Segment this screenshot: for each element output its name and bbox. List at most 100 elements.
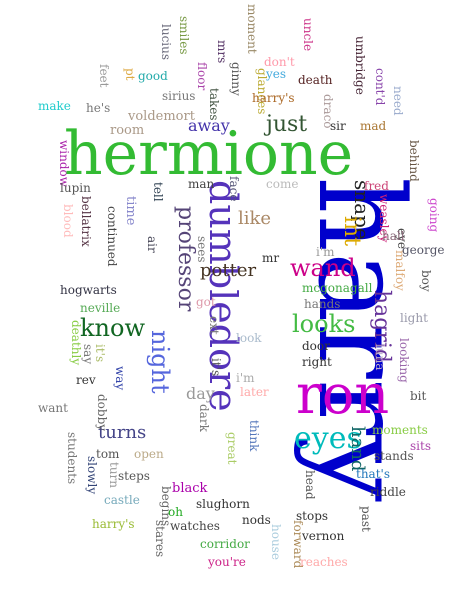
word-tell: tell bbox=[151, 182, 165, 202]
word-potter: potter bbox=[200, 260, 257, 281]
word-black: black bbox=[172, 481, 208, 496]
word-sir: sir bbox=[330, 119, 346, 133]
word-look: look bbox=[236, 331, 262, 345]
word-air: air bbox=[145, 236, 159, 253]
word-right: right bbox=[302, 355, 332, 369]
word-slughorn: slughorn bbox=[196, 497, 250, 511]
word-bellatrix: bellatrix bbox=[79, 196, 93, 247]
word-int: int bbox=[339, 216, 364, 247]
word-day: day bbox=[186, 384, 215, 403]
word-students: students bbox=[65, 432, 79, 485]
word-mr: mr bbox=[262, 251, 280, 265]
word-takes: takes bbox=[207, 88, 221, 121]
word-mad: mad bbox=[360, 119, 387, 133]
word-stands: stands bbox=[374, 449, 414, 463]
word-hes: he's bbox=[86, 101, 111, 115]
word-looking: looking bbox=[397, 338, 411, 383]
word-continued: continued bbox=[105, 206, 119, 267]
word-just: just bbox=[266, 112, 308, 137]
word-nods: nods bbox=[242, 513, 271, 527]
word-im-2: i'm bbox=[236, 371, 255, 385]
word-need: need bbox=[391, 86, 405, 116]
word-reaches: reaches bbox=[300, 555, 348, 569]
word-door: door bbox=[302, 339, 330, 353]
word-harrys: harry's bbox=[252, 91, 295, 105]
word-hall: hall bbox=[382, 229, 405, 243]
word-turns: turns bbox=[98, 422, 147, 443]
word-uncle: uncle bbox=[301, 18, 315, 52]
word-hermione: hermione bbox=[64, 119, 354, 189]
word-lucius: lucius bbox=[159, 24, 173, 61]
word-boy: boy bbox=[419, 270, 433, 292]
word-ext: ext bbox=[207, 316, 221, 335]
word-past: past bbox=[359, 506, 373, 532]
word-contd: cont'd bbox=[373, 68, 387, 106]
word-sits: sits bbox=[410, 439, 431, 453]
word-neville: neville bbox=[80, 301, 121, 315]
word-watches: watches bbox=[170, 519, 220, 533]
word-stops: stops bbox=[296, 509, 329, 523]
word-say: say bbox=[81, 344, 95, 365]
word-away: away bbox=[188, 116, 230, 135]
word-rev: rev bbox=[76, 373, 96, 387]
word-house: house bbox=[269, 524, 283, 560]
word-blood: blood bbox=[61, 204, 75, 238]
word-face: face bbox=[227, 176, 241, 202]
word-oh: oh bbox=[168, 505, 183, 519]
word-think: think bbox=[247, 420, 261, 452]
word-im: i'm bbox=[316, 245, 335, 259]
word-youre: you're bbox=[208, 555, 246, 569]
word-night: night bbox=[146, 330, 174, 394]
word-dark: dark bbox=[197, 404, 211, 432]
word-looks: looks bbox=[292, 310, 356, 338]
word-feet: feet bbox=[97, 64, 111, 88]
word-bit: bit bbox=[410, 389, 427, 403]
word-steps: steps bbox=[118, 469, 150, 483]
word-way: way bbox=[113, 366, 127, 391]
word-corridor: corridor bbox=[200, 537, 250, 551]
word-wand: wand bbox=[290, 254, 356, 282]
word-hand: hand bbox=[347, 426, 368, 472]
word-hands: hands bbox=[304, 297, 341, 311]
word-lupin: lupin bbox=[60, 181, 91, 195]
word-umbridge: umbridge bbox=[353, 36, 367, 95]
word-moment: moment bbox=[245, 4, 259, 54]
word-dobby: dobby bbox=[95, 394, 109, 432]
word-yes: yes bbox=[266, 67, 287, 81]
word-window: window bbox=[57, 140, 71, 188]
word-hogwarts: hogwarts bbox=[60, 283, 117, 297]
word-behind: behind bbox=[407, 140, 421, 182]
word-riddle: riddle bbox=[370, 485, 406, 499]
word-stares: stares bbox=[153, 520, 167, 558]
word-make: make bbox=[38, 99, 71, 113]
word-slowly: slowly bbox=[85, 456, 99, 495]
word-know: know bbox=[80, 314, 145, 342]
word-smiles: smiles bbox=[177, 16, 191, 55]
word-ron: ron bbox=[296, 363, 390, 426]
word-its-2: it's bbox=[209, 358, 223, 377]
word-mrs: mrs bbox=[215, 40, 229, 64]
word-tom: tom bbox=[96, 447, 120, 461]
word-eyes: eyes bbox=[294, 421, 362, 456]
word-light: light bbox=[400, 311, 428, 325]
word-ginny: ginny bbox=[229, 62, 243, 96]
word-thats: that's bbox=[356, 467, 390, 481]
word-vernon: vernon bbox=[302, 529, 345, 543]
word-floor: floor bbox=[195, 62, 209, 91]
word-harrys-2: harry's bbox=[92, 517, 135, 531]
word-moments: moments bbox=[372, 423, 428, 437]
word-voldemort: voldemort bbox=[128, 109, 195, 124]
word-fred: fred bbox=[364, 179, 389, 193]
word-death: death bbox=[298, 73, 333, 87]
word-time: time bbox=[123, 196, 138, 226]
word-head: head bbox=[303, 470, 317, 500]
word-pt: pt bbox=[123, 68, 137, 81]
word-man: man bbox=[188, 177, 215, 191]
word-mcgonagall: mcgonagall bbox=[302, 281, 373, 295]
word-good: good bbox=[138, 69, 168, 83]
word-open: open bbox=[134, 447, 164, 461]
word-sirius: sirius bbox=[162, 89, 196, 103]
word-its-1: it's bbox=[93, 344, 107, 363]
word-professor: professor bbox=[173, 206, 198, 312]
